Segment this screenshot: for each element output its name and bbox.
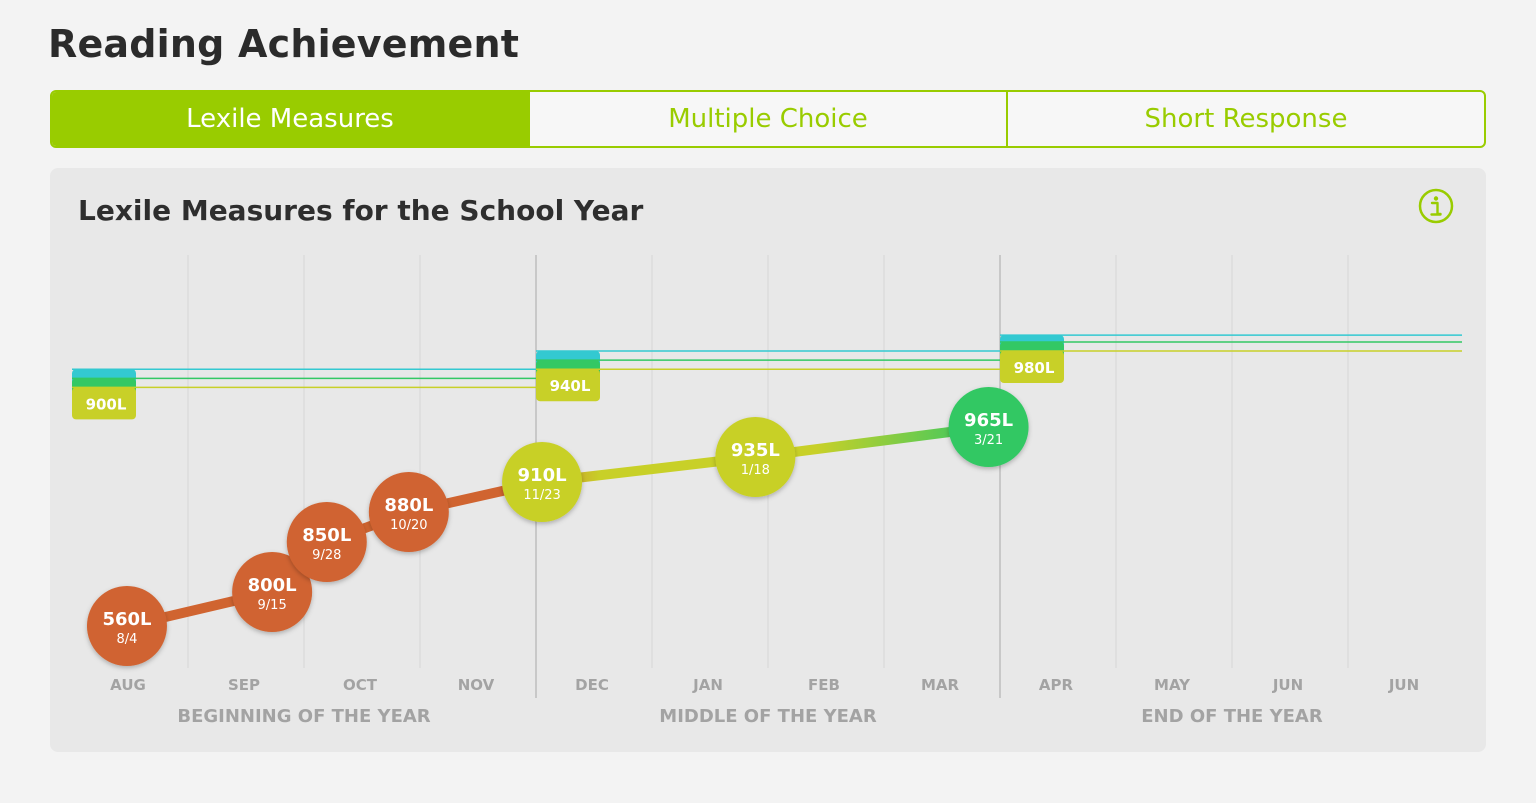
tab-lexile-measures[interactable]: Lexile Measures xyxy=(52,92,528,146)
data-point-date: 9/28 xyxy=(312,548,341,563)
data-point: 800L 9/15 xyxy=(232,552,313,632)
x-tick-label: AUG xyxy=(110,676,146,694)
data-point-date: 1/18 xyxy=(741,463,770,478)
benchmark-label: 980L xyxy=(1014,359,1055,377)
x-tick-label: DEC xyxy=(575,676,609,694)
benchmark-label: 940L xyxy=(550,377,591,395)
data-point-value: 935L xyxy=(731,440,780,461)
x-tick-label: SEP xyxy=(228,676,260,694)
data-point: 560L 8/4 xyxy=(86,586,167,666)
data-point-marker xyxy=(368,472,449,552)
data-point: 910L 11/23 xyxy=(502,442,583,522)
data-point-marker xyxy=(86,586,167,666)
data-point-marker xyxy=(286,502,367,582)
page-title: Reading Achievement xyxy=(48,22,520,66)
benchmark-tag xyxy=(1000,351,1064,384)
data-point-date: 9/15 xyxy=(258,598,287,613)
data-point-value: 880L xyxy=(384,495,433,516)
data-point-value: 560L xyxy=(102,609,151,630)
x-tick-label: MAR xyxy=(921,676,960,694)
x-tick-label: JUN xyxy=(1388,676,1419,694)
data-point-date: 3/21 xyxy=(974,433,1003,448)
x-tick-label: JUN xyxy=(1272,676,1303,694)
x-tick-label: NOV xyxy=(458,676,495,694)
data-point-marker xyxy=(715,417,796,497)
period-label: END OF THE YEAR xyxy=(1141,706,1323,727)
tab-bar: Lexile Measures Multiple Choice Short Re… xyxy=(50,90,1486,148)
x-tick-label: APR xyxy=(1039,676,1074,694)
benchmark-tag xyxy=(72,387,136,420)
data-point-value: 800L xyxy=(248,575,297,596)
data-point-marker xyxy=(232,552,313,632)
data-point-value: 850L xyxy=(302,525,351,546)
data-point: 935L 1/18 xyxy=(715,417,796,497)
chart-title: Lexile Measures for the School Year xyxy=(78,194,644,227)
period-label: BEGINNING OF THE YEAR xyxy=(177,706,430,727)
data-point-value: 965L xyxy=(964,410,1013,431)
period-label: MIDDLE OF THE YEAR xyxy=(659,706,877,727)
benchmark-label: 900L xyxy=(86,395,127,413)
x-tick-label: OCT xyxy=(343,676,378,694)
info-icon[interactable] xyxy=(1418,188,1454,224)
tab-multiple-choice[interactable]: Multiple Choice xyxy=(528,92,1006,146)
tab-short-response[interactable]: Short Response xyxy=(1006,92,1484,146)
data-point-marker xyxy=(502,442,583,522)
data-point-marker xyxy=(948,387,1029,467)
x-tick-label: JAN xyxy=(692,676,723,694)
benchmark-tag xyxy=(536,369,600,402)
data-point-date: 11/23 xyxy=(523,488,560,503)
data-point-value: 910L xyxy=(518,465,567,486)
data-point: 965L 3/21 xyxy=(948,387,1029,467)
data-point: 850L 9/28 xyxy=(286,502,367,582)
x-tick-label: FEB xyxy=(808,676,840,694)
x-tick-label: MAY xyxy=(1154,676,1191,694)
data-point-date: 10/20 xyxy=(390,518,427,533)
data-point-date: 8/4 xyxy=(117,632,138,647)
data-point: 880L 10/20 xyxy=(368,472,449,552)
